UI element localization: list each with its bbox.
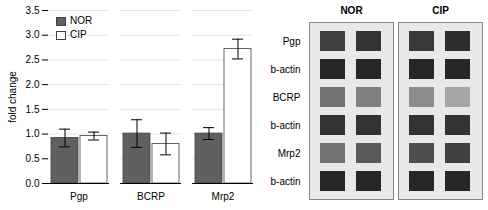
html-text:CIP: CIP [70,29,87,40]
svg-text:1.5: 1.5 [26,104,40,115]
svg-text:3.5: 3.5 [26,5,40,16]
svg-text:NOR: NOR [340,5,363,16]
svg-text:b-actin: b-actin [270,120,300,131]
svg-text:BCRP: BCRP [137,191,165,202]
svg-text:2.5: 2.5 [26,54,40,65]
svg-text:b-actin: b-actin [270,176,300,187]
svg-text:CIP: CIP [432,5,449,16]
svg-text:Mrp2: Mrp2 [212,191,235,202]
html-text:NOR: NOR [70,15,93,26]
svg-text:Pgp: Pgp [70,191,88,202]
svg-text:0.0: 0.0 [26,178,40,189]
svg-text:2.0: 2.0 [26,79,40,90]
svg-text:3.0: 3.0 [26,29,40,40]
svg-text:Pgp: Pgp [283,36,301,47]
svg-text:fold change: fold change [7,71,18,123]
svg-text:BCRP: BCRP [273,92,301,103]
svg-text:0.5: 0.5 [26,153,40,164]
svg-text:1.0: 1.0 [26,128,40,139]
svg-text:Mrp2: Mrp2 [278,148,301,159]
svg-text:b-actin: b-actin [270,64,300,75]
